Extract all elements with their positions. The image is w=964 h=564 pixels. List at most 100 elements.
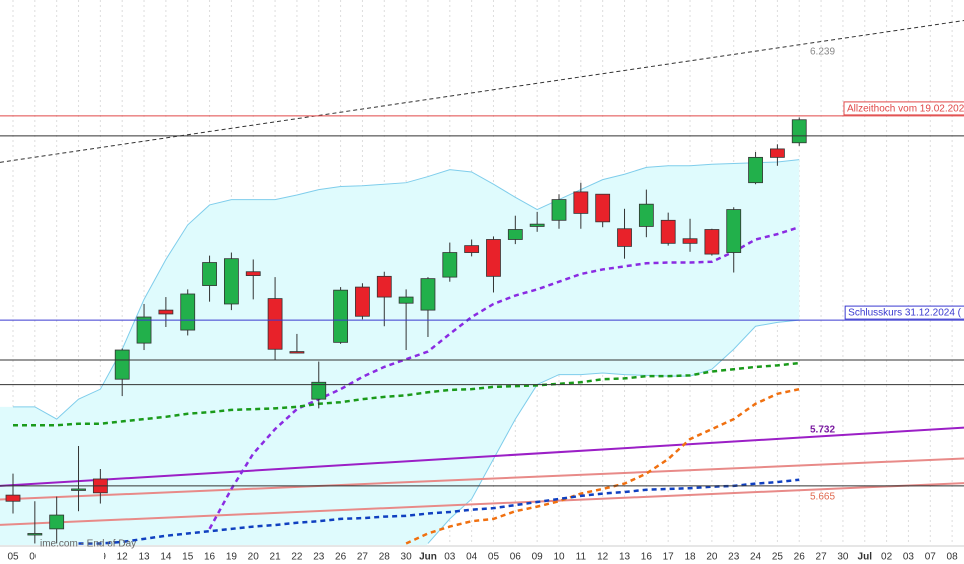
- level-label-text: Allzeithoch vom 19.02.2025 (: [847, 104, 964, 115]
- candle-body: [245, 271, 261, 276]
- x-tick-label: Jul: [858, 552, 873, 563]
- candle-body: [704, 229, 720, 255]
- x-tick-label: 07: [925, 552, 937, 563]
- x-tick-label: 12: [597, 552, 609, 563]
- x-tick-label: 18: [684, 552, 696, 563]
- candle-body: [49, 514, 65, 530]
- value-label: 6.239: [810, 47, 835, 58]
- candle-body: [136, 316, 152, 344]
- candle-body: [267, 298, 283, 350]
- x-tick-label: 02: [881, 552, 893, 563]
- x-tick-label: 21: [270, 552, 282, 563]
- candle-body: [5, 494, 21, 502]
- candle-body: [464, 245, 480, 253]
- candle-body: [573, 191, 589, 214]
- candle-body: [660, 219, 676, 244]
- candle-body: [27, 533, 43, 536]
- level-label: Allzeithoch vom 19.02.2025 (: [843, 101, 964, 116]
- x-tick-label: 16: [204, 552, 216, 563]
- candle-body: [420, 278, 436, 311]
- level-label-text: Schlusskurs 31.12.2024 (: [848, 308, 962, 319]
- candle-body: [202, 262, 217, 286]
- x-tick-label: 05: [488, 552, 500, 563]
- x-tick-label: 12: [117, 552, 129, 563]
- x-tick-label: 23: [313, 552, 325, 563]
- x-tick-label: 16: [641, 552, 653, 563]
- candle-body: [376, 275, 392, 298]
- watermark-bg: [36, 550, 104, 562]
- x-tick-label: 30: [837, 552, 849, 563]
- x-tick-label: 09: [532, 552, 544, 563]
- x-tick-label: 13: [138, 552, 150, 563]
- x-tick-label: 06: [29, 552, 41, 563]
- trend-line: [0, 482, 964, 526]
- candle-body: [114, 349, 130, 380]
- x-tick-label: 19: [226, 552, 238, 563]
- bollinger-lower: [427, 319, 800, 544]
- x-tick-label: 06: [510, 552, 522, 563]
- x-tick-label: 10: [553, 552, 565, 563]
- level-label-box: [844, 305, 964, 320]
- value-label: 5.665: [810, 492, 835, 503]
- candle-body: [748, 156, 763, 184]
- candle-body: [333, 289, 349, 343]
- moving-average: [208, 226, 800, 530]
- candle-body: [551, 199, 567, 221]
- x-tick-label: 23: [728, 552, 740, 563]
- x-tick-label: 26: [335, 552, 347, 563]
- x-tick-label: 26: [794, 552, 806, 563]
- x-tick-label: 25: [772, 552, 784, 563]
- x-tick-label: 14: [160, 552, 172, 563]
- moving-average: [405, 387, 800, 545]
- x-tick-label: 27: [357, 552, 369, 563]
- candle-body: [442, 252, 458, 278]
- moving-average: [13, 361, 800, 427]
- candle-body: [507, 229, 523, 240]
- candle-body: [726, 209, 742, 253]
- candle-body: [595, 193, 611, 223]
- bollinger-upper: [13, 159, 800, 420]
- x-tick-label: 24: [750, 552, 762, 563]
- candle-body: [223, 258, 239, 305]
- x-tick-label: 22: [291, 552, 303, 563]
- x-tick-label: 20: [706, 552, 718, 563]
- x-tick-label: 05: [7, 552, 19, 563]
- x-tick-label: 20: [248, 552, 260, 563]
- trend-line: [0, 426, 964, 487]
- x-tick-label: 11: [576, 552, 587, 563]
- x-tick-label: 03: [903, 552, 915, 563]
- trend-line: [0, 20, 964, 163]
- candle-body: [682, 238, 698, 244]
- candle-body: [355, 286, 370, 317]
- trend-line: [0, 457, 964, 501]
- candle-body: [158, 309, 174, 315]
- candle-body: [289, 351, 305, 354]
- x-tick-label: 15: [182, 552, 194, 563]
- x-tick-label: 13: [619, 552, 631, 563]
- x-tick-label: 30: [401, 552, 413, 563]
- x-tick-label: 27: [816, 552, 828, 563]
- x-tick-label: 17: [663, 552, 675, 563]
- level-label-box: [843, 101, 964, 116]
- value-label: 5.732: [810, 425, 835, 436]
- candle-body: [398, 296, 414, 304]
- candle-body: [617, 228, 632, 247]
- candle-body: [791, 119, 807, 144]
- x-tick-label: 08: [947, 552, 959, 563]
- candle-body: [770, 148, 785, 158]
- watermark: ime.com - End of Day: [40, 539, 136, 550]
- candle-body: [638, 203, 654, 227]
- candle-body: [311, 381, 327, 400]
- candle-body: [180, 293, 196, 331]
- bollinger-band-fill: [0, 159, 800, 545]
- x-tick-label: Jun: [419, 552, 437, 563]
- x-tick-label: 03: [444, 552, 456, 563]
- moving-average: [78, 478, 800, 545]
- candle-body: [71, 488, 86, 491]
- x-tick-label: 04: [466, 552, 478, 563]
- x-tick-label: 28: [379, 552, 391, 563]
- level-label: Schlusskurs 31.12.2024 (: [844, 305, 964, 320]
- candle-body: [486, 239, 501, 277]
